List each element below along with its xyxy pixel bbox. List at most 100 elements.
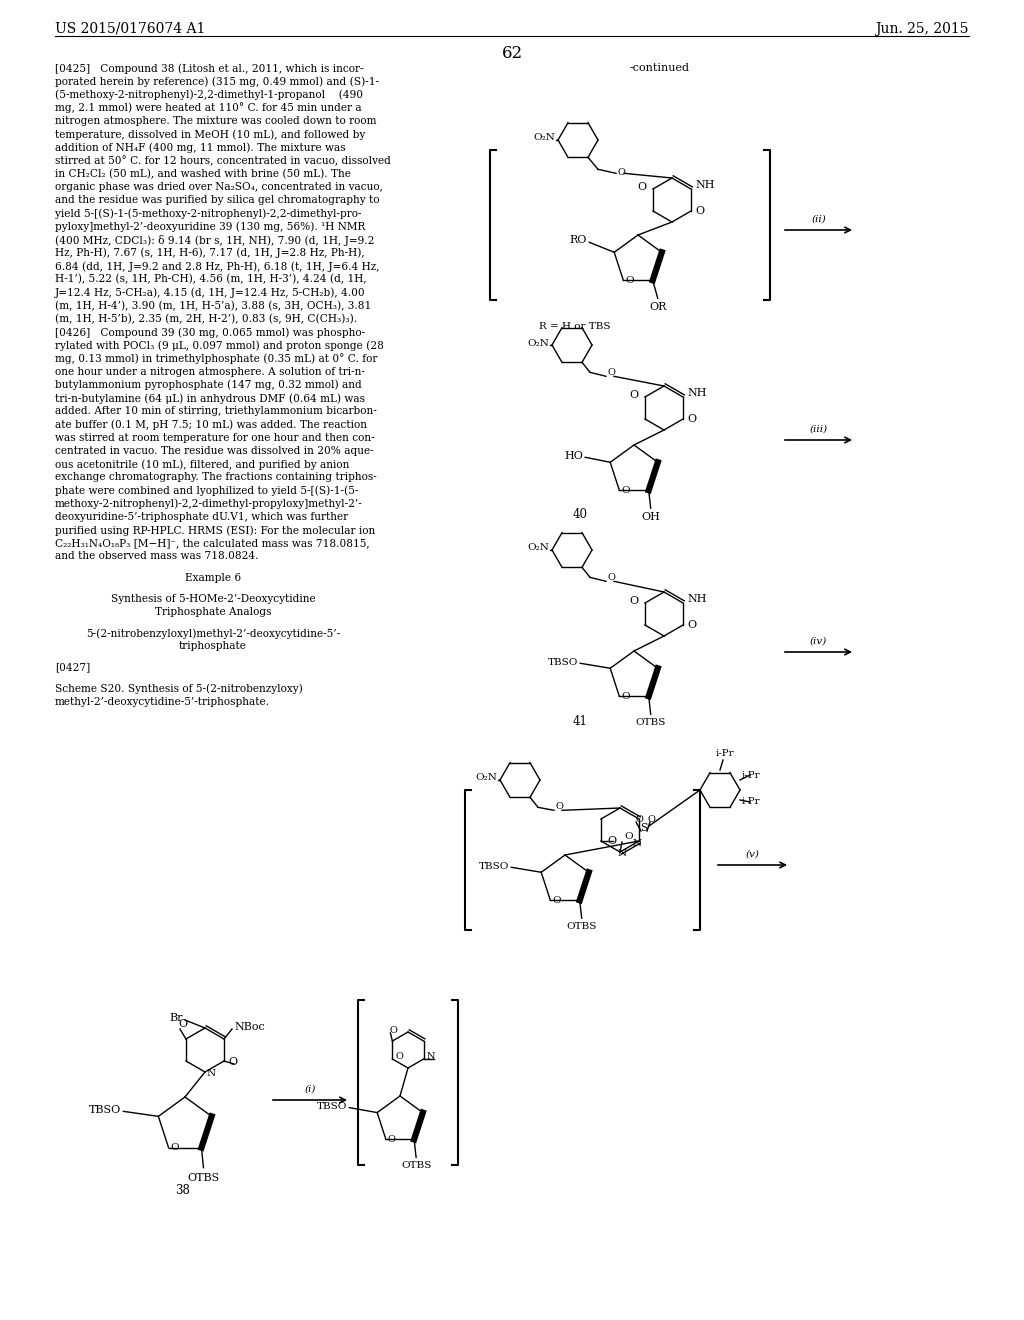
Text: temperature, dissolved in MeOH (10 mL), and followed by: temperature, dissolved in MeOH (10 mL), … xyxy=(55,129,366,140)
Text: NBoc: NBoc xyxy=(234,1022,265,1032)
Text: yield 5-[(S)-1-(5-methoxy-2-nitrophenyl)-2,2-dimethyl-pro-: yield 5-[(S)-1-(5-methoxy-2-nitrophenyl)… xyxy=(55,209,361,219)
Text: O: O xyxy=(395,1052,403,1061)
Text: Scheme S20. Synthesis of 5-(2-nitrobenzyloxy): Scheme S20. Synthesis of 5-(2-nitrobenzy… xyxy=(55,684,303,694)
Text: O: O xyxy=(648,814,656,824)
Text: O: O xyxy=(552,896,561,904)
Text: (ii): (ii) xyxy=(811,215,826,224)
Text: O: O xyxy=(695,206,705,216)
Text: TBSO: TBSO xyxy=(89,1105,122,1115)
Text: H-1’), 5.22 (s, 1H, Ph-CH), 4.56 (m, 1H, H-3’), 4.24 (d, 1H,: H-1’), 5.22 (s, 1H, Ph-CH), 4.56 (m, 1H,… xyxy=(55,275,367,285)
Text: Example 6: Example 6 xyxy=(185,573,241,582)
Text: (v): (v) xyxy=(745,850,760,859)
Text: US 2015/0176074 A1: US 2015/0176074 A1 xyxy=(55,22,206,36)
Text: [0425]   Compound 38 (Litosh et al., 2011, which is incor-: [0425] Compound 38 (Litosh et al., 2011,… xyxy=(55,63,364,74)
Text: in CH₂Cl₂ (50 mL), and washed with brine (50 mL). The: in CH₂Cl₂ (50 mL), and washed with brine… xyxy=(55,169,351,180)
Text: exchange chromatography. The fractions containing triphos-: exchange chromatography. The fractions c… xyxy=(55,473,377,482)
Text: (iv): (iv) xyxy=(810,638,827,645)
Text: rylated with POCl₃ (9 μL, 0.097 mmol) and proton sponge (28: rylated with POCl₃ (9 μL, 0.097 mmol) an… xyxy=(55,341,384,351)
Text: R = H or TBS: R = H or TBS xyxy=(540,322,610,331)
Text: J=12.4 Hz, 5-CH₂a), 4.15 (d, 1H, J=12.4 Hz, 5-CH₂b), 4.00: J=12.4 Hz, 5-CH₂a), 4.15 (d, 1H, J=12.4 … xyxy=(55,288,366,298)
Text: (i): (i) xyxy=(304,1085,315,1094)
Text: purified using RP-HPLC. HRMS (ESI): For the molecular ion: purified using RP-HPLC. HRMS (ESI): For … xyxy=(55,525,375,536)
Text: mg, 0.13 mmol) in trimethylphosphate (0.35 mL) at 0° C. for: mg, 0.13 mmol) in trimethylphosphate (0.… xyxy=(55,354,378,364)
Text: -continued: -continued xyxy=(630,63,690,73)
Text: O: O xyxy=(178,1019,187,1030)
Text: Br: Br xyxy=(170,1012,183,1023)
Text: one hour under a nitrogen atmosphere. A solution of tri-n-: one hour under a nitrogen atmosphere. A … xyxy=(55,367,365,376)
Text: 6.84 (dd, 1H, J=9.2 and 2.8 Hz, Ph-H), 6.18 (t, 1H, J=6.4 Hz,: 6.84 (dd, 1H, J=9.2 and 2.8 Hz, Ph-H), 6… xyxy=(55,261,380,272)
Text: triphosphate: triphosphate xyxy=(179,642,247,651)
Text: Synthesis of 5-HOMe-2’-Deoxycytidine: Synthesis of 5-HOMe-2’-Deoxycytidine xyxy=(111,594,315,603)
Text: N: N xyxy=(207,1069,216,1078)
Text: ous acetonitrile (10 mL), filtered, and purified by anion: ous acetonitrile (10 mL), filtered, and … xyxy=(55,459,349,470)
Text: centrated in vacuo. The residue was dissolved in 20% aque-: centrated in vacuo. The residue was diss… xyxy=(55,446,374,455)
Text: butylammonium pyrophosphate (147 mg, 0.32 mmol) and: butylammonium pyrophosphate (147 mg, 0.3… xyxy=(55,380,361,391)
Text: 62: 62 xyxy=(502,45,522,62)
Text: TBSO: TBSO xyxy=(479,862,509,871)
Text: 40: 40 xyxy=(572,508,588,521)
Text: O₂N: O₂N xyxy=(527,544,549,553)
Text: methyl-2’-deoxycytidine-5’-triphosphate.: methyl-2’-deoxycytidine-5’-triphosphate. xyxy=(55,697,270,706)
Text: TBSO: TBSO xyxy=(548,657,579,667)
Text: methoxy-2-nitrophenyl)-2,2-dimethyl-propyloxy]methyl-2’-: methoxy-2-nitrophenyl)-2,2-dimethyl-prop… xyxy=(55,499,362,510)
Text: O: O xyxy=(622,692,630,701)
Text: O: O xyxy=(607,573,614,582)
Text: O: O xyxy=(636,814,644,824)
Text: S: S xyxy=(640,822,648,833)
Text: O₂N: O₂N xyxy=(534,133,555,143)
Text: phate were combined and lyophilized to yield 5-[(S)-1-(5-: phate were combined and lyophilized to y… xyxy=(55,486,358,496)
Text: O: O xyxy=(637,182,646,191)
Text: Hz, Ph-H), 7.67 (s, 1H, H-6), 7.17 (d, 1H, J=2.8 Hz, Ph-H),: Hz, Ph-H), 7.67 (s, 1H, H-6), 7.17 (d, 1… xyxy=(55,248,365,259)
Text: O: O xyxy=(388,1135,395,1144)
Text: NH: NH xyxy=(695,180,715,190)
Text: and the observed mass was 718.0824.: and the observed mass was 718.0824. xyxy=(55,552,258,561)
Text: pyloxy]methyl-2’-deoxyuridine 39 (130 mg, 56%). ¹H NMR: pyloxy]methyl-2’-deoxyuridine 39 (130 mg… xyxy=(55,222,366,232)
Text: porated herein by reference) (315 mg, 0.49 mmol) and (S)-1-: porated herein by reference) (315 mg, 0.… xyxy=(55,77,379,87)
Text: N: N xyxy=(633,840,642,849)
Text: deoxyuridine-5’-triphosphate dU.V1, which was further: deoxyuridine-5’-triphosphate dU.V1, whic… xyxy=(55,512,348,521)
Text: NH: NH xyxy=(687,388,707,399)
Text: O: O xyxy=(555,803,563,812)
Text: ate buffer (0.1 M, pH 7.5; 10 mL) was added. The reaction: ate buffer (0.1 M, pH 7.5; 10 mL) was ad… xyxy=(55,420,367,430)
Text: O: O xyxy=(607,368,614,378)
Text: NH: NH xyxy=(687,594,707,605)
Text: OTBS: OTBS xyxy=(566,923,597,931)
Text: O: O xyxy=(629,597,638,606)
Text: and the residue was purified by silica gel chromatography to: and the residue was purified by silica g… xyxy=(55,195,380,205)
Text: TBSO: TBSO xyxy=(316,1102,347,1111)
Text: OR: OR xyxy=(649,302,667,313)
Text: O: O xyxy=(617,168,625,177)
Text: O₂N: O₂N xyxy=(475,774,497,783)
Text: RO: RO xyxy=(569,235,587,246)
Text: O: O xyxy=(626,276,634,285)
Text: (iii): (iii) xyxy=(809,425,827,434)
Text: nitrogen atmosphere. The mixture was cooled down to room: nitrogen atmosphere. The mixture was coo… xyxy=(55,116,377,125)
Text: mg, 2.1 mmol) were heated at 110° C. for 45 min under a: mg, 2.1 mmol) were heated at 110° C. for… xyxy=(55,103,361,114)
Text: Jun. 25, 2015: Jun. 25, 2015 xyxy=(876,22,969,36)
Text: [0427]: [0427] xyxy=(55,663,90,672)
Text: 38: 38 xyxy=(175,1184,190,1197)
Text: O: O xyxy=(687,414,696,424)
Text: 41: 41 xyxy=(572,715,588,729)
Text: C₂₂H₃₁N₄O₁₈P₃ [M−H]⁻, the calculated mass was 718.0815,: C₂₂H₃₁N₄O₁₈P₃ [M−H]⁻, the calculated mas… xyxy=(55,539,370,548)
Text: O: O xyxy=(622,486,630,495)
Text: OTBS: OTBS xyxy=(401,1162,431,1171)
Text: (400 MHz, CDCl₃): δ 9.14 (br s, 1H, NH), 7.90 (d, 1H, J=9.2: (400 MHz, CDCl₃): δ 9.14 (br s, 1H, NH),… xyxy=(55,235,375,246)
Text: (5-methoxy-2-nitrophenyl)-2,2-dimethyl-1-propanol    (490: (5-methoxy-2-nitrophenyl)-2,2-dimethyl-1… xyxy=(55,90,362,100)
Text: 5-(2-nitrobenzyloxyl)methyl-2’-deoxycytidine-5’-: 5-(2-nitrobenzyloxyl)methyl-2’-deoxycyti… xyxy=(86,628,340,639)
Text: O: O xyxy=(389,1026,397,1035)
Text: O₂N: O₂N xyxy=(527,338,549,347)
Text: O: O xyxy=(687,620,696,630)
Text: O: O xyxy=(228,1057,238,1067)
Text: i-Pr: i-Pr xyxy=(742,797,761,807)
Text: organic phase was dried over Na₂SO₄, concentrated in vacuo,: organic phase was dried over Na₂SO₄, con… xyxy=(55,182,383,191)
Text: O: O xyxy=(607,836,616,846)
Text: (m, 1H, H-4’), 3.90 (m, 1H, H-5’a), 3.88 (s, 3H, OCH₃), 3.81: (m, 1H, H-4’), 3.90 (m, 1H, H-5’a), 3.88… xyxy=(55,301,372,312)
Text: O: O xyxy=(629,389,638,400)
Text: Triphosphate Analogs: Triphosphate Analogs xyxy=(155,607,271,616)
Text: added. After 10 min of stirring, triethylammonium bicarbon-: added. After 10 min of stirring, triethy… xyxy=(55,407,377,416)
Text: N: N xyxy=(617,850,627,858)
Text: OH: OH xyxy=(641,512,660,523)
Text: HO: HO xyxy=(564,451,584,461)
Text: OTBS: OTBS xyxy=(187,1172,219,1183)
